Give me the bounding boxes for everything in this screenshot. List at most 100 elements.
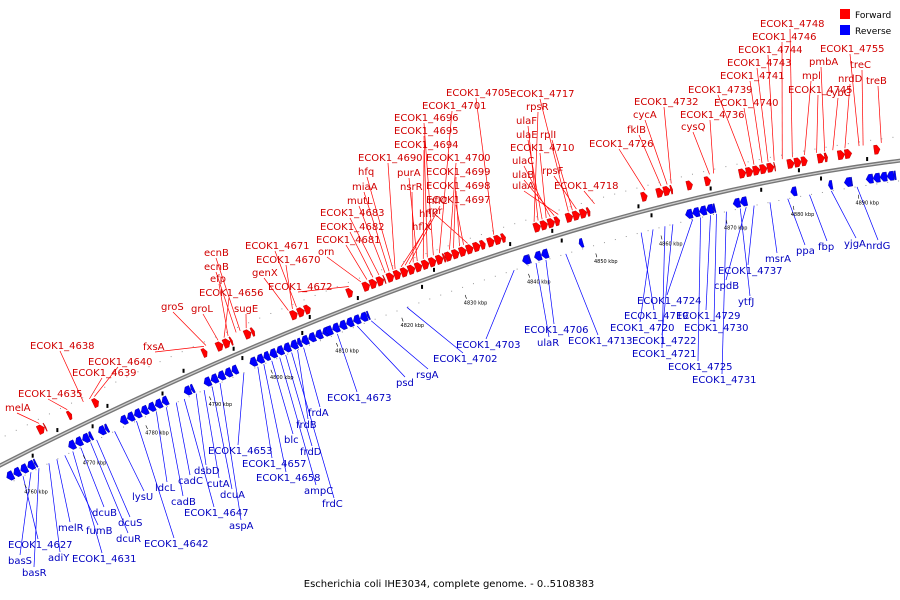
- forward-gene-label[interactable]: nsrR: [400, 182, 423, 193]
- forward-gene-arrow[interactable]: [345, 287, 355, 299]
- reverse-gene-arrow[interactable]: [80, 432, 91, 444]
- forward-gene-arrow[interactable]: [296, 306, 306, 318]
- reverse-gene-label[interactable]: basR: [22, 568, 47, 579]
- reverse-gene-arrow[interactable]: [289, 339, 300, 351]
- forward-gene-label[interactable]: ECOK1_4690: [358, 153, 423, 164]
- forward-gene-label[interactable]: treB: [866, 76, 887, 87]
- forward-gene-label[interactable]: ECOK1_4741: [720, 71, 785, 82]
- reverse-gene-arrow[interactable]: [153, 398, 164, 410]
- reverse-gene-label[interactable]: ECOK1_4731: [692, 375, 757, 386]
- forward-gene-label[interactable]: ulaA: [512, 181, 534, 192]
- reverse-gene-arrow[interactable]: [732, 197, 742, 208]
- reverse-gene-arrow[interactable]: [19, 463, 30, 474]
- reverse-gene-arrow[interactable]: [230, 364, 240, 376]
- forward-gene-arrow[interactable]: [427, 256, 438, 268]
- forward-gene-label[interactable]: pmbA: [809, 57, 838, 68]
- forward-gene-arrow[interactable]: [539, 220, 549, 231]
- forward-gene-label[interactable]: orn: [318, 247, 334, 258]
- reverse-gene-arrow[interactable]: [223, 367, 234, 378]
- forward-gene-arrow[interactable]: [368, 278, 379, 290]
- forward-gene-arrow[interactable]: [532, 222, 542, 233]
- reverse-gene-arrow[interactable]: [202, 376, 213, 388]
- reverse-gene-arrow[interactable]: [865, 173, 874, 184]
- reverse-gene-arrow[interactable]: [359, 311, 369, 323]
- reverse-gene-arrow[interactable]: [118, 414, 129, 426]
- reverse-gene-label[interactable]: frdC: [322, 499, 343, 510]
- forward-gene-label[interactable]: ECOK1_4698: [426, 181, 491, 192]
- forward-gene-arrow[interactable]: [823, 152, 828, 163]
- forward-gene-label[interactable]: fxsA: [143, 342, 165, 353]
- reverse-gene-label[interactable]: dcuR: [116, 534, 141, 545]
- reverse-gene-arrow[interactable]: [5, 470, 16, 482]
- forward-gene-label[interactable]: groL: [191, 304, 213, 315]
- reverse-gene-label[interactable]: ECOK1_4631: [72, 554, 137, 565]
- reverse-gene-arrow[interactable]: [182, 385, 193, 397]
- forward-gene-label[interactable]: efp: [210, 274, 226, 285]
- reverse-gene-label[interactable]: ECOK1_4642: [144, 539, 209, 550]
- forward-gene-label[interactable]: ECOK1_4635: [18, 389, 83, 400]
- forward-gene-arrow[interactable]: [65, 410, 74, 421]
- forward-gene-label[interactable]: ecnB: [204, 248, 229, 259]
- forward-gene-arrow[interactable]: [214, 340, 225, 352]
- forward-gene-label[interactable]: ECOK1_4672: [268, 282, 333, 293]
- reverse-gene-label[interactable]: ampC: [304, 486, 333, 497]
- forward-gene-arrow[interactable]: [303, 304, 312, 315]
- reverse-gene-arrow[interactable]: [540, 248, 550, 260]
- reverse-gene-arrow[interactable]: [872, 172, 881, 183]
- reverse-gene-label[interactable]: ECOK1_4724: [637, 296, 702, 307]
- reverse-gene-label[interactable]: cutA: [207, 479, 230, 490]
- reverse-gene-label[interactable]: ECOK1_4721: [632, 349, 697, 360]
- reverse-gene-arrow[interactable]: [282, 342, 293, 353]
- reverse-gene-arrow[interactable]: [262, 350, 272, 362]
- reverse-gene-arrow[interactable]: [331, 322, 341, 334]
- forward-gene-label[interactable]: ECOK1_4670: [256, 255, 321, 266]
- forward-gene-label[interactable]: rpsF: [542, 166, 564, 177]
- reverse-gene-label[interactable]: psd: [396, 378, 414, 389]
- forward-gene-arrow[interactable]: [745, 167, 754, 178]
- reverse-gene-arrow[interactable]: [739, 196, 749, 207]
- reverse-gene-label[interactable]: ldcL: [155, 483, 176, 494]
- reverse-gene-arrow[interactable]: [345, 316, 355, 328]
- forward-gene-arrow[interactable]: [703, 176, 712, 187]
- forward-gene-arrow[interactable]: [406, 264, 417, 276]
- reverse-gene-label[interactable]: cadB: [171, 497, 196, 508]
- forward-gene-label[interactable]: ECOK1_4746: [752, 32, 817, 43]
- reverse-gene-label[interactable]: dcuB: [92, 508, 117, 519]
- reverse-gene-arrow[interactable]: [248, 356, 259, 368]
- reverse-gene-arrow[interactable]: [12, 466, 23, 478]
- forward-gene-label[interactable]: hfq: [358, 167, 374, 178]
- forward-gene-arrow[interactable]: [221, 337, 232, 349]
- reverse-gene-arrow[interactable]: [879, 171, 888, 182]
- forward-gene-arrow[interactable]: [786, 158, 796, 169]
- reverse-gene-arrow[interactable]: [67, 439, 78, 451]
- reverse-gene-arrow[interactable]: [893, 170, 897, 181]
- forward-gene-label[interactable]: ECOK1_4694: [394, 140, 459, 151]
- forward-gene-label[interactable]: ECOK1_4717: [510, 89, 575, 100]
- forward-gene-label[interactable]: ECOK1_4718: [554, 181, 619, 192]
- forward-gene-label[interactable]: ECOK1_4710: [510, 143, 575, 154]
- reverse-gene-arrow[interactable]: [268, 348, 279, 359]
- reverse-gene-label[interactable]: aspA: [229, 521, 254, 532]
- forward-gene-label[interactable]: ulaB: [512, 170, 534, 181]
- reverse-gene-label[interactable]: melR: [58, 523, 84, 534]
- forward-gene-label[interactable]: cybC: [826, 88, 851, 99]
- reverse-gene-label[interactable]: ECOK1_4657: [242, 459, 307, 470]
- reverse-gene-arrow[interactable]: [103, 423, 111, 433]
- forward-gene-label[interactable]: ECOK1_4745: [788, 85, 853, 96]
- reverse-gene-label[interactable]: basS: [8, 556, 32, 567]
- forward-gene-arrow[interactable]: [42, 422, 48, 432]
- forward-gene-label[interactable]: cycA: [633, 110, 657, 121]
- reverse-gene-arrow[interactable]: [216, 370, 227, 381]
- forward-gene-arrow[interactable]: [382, 274, 387, 284]
- reverse-gene-label[interactable]: ECOK1_4737: [718, 266, 783, 277]
- forward-gene-arrow[interactable]: [564, 212, 574, 223]
- reverse-gene-arrow[interactable]: [521, 254, 531, 266]
- forward-gene-arrow[interactable]: [773, 162, 776, 172]
- reverse-gene-arrow[interactable]: [87, 431, 95, 441]
- forward-gene-arrow[interactable]: [200, 347, 209, 358]
- reverse-gene-label[interactable]: ECOK1_4703: [456, 340, 521, 351]
- reverse-gene-label[interactable]: frdD: [300, 447, 322, 458]
- reverse-gene-label[interactable]: cpdB: [714, 281, 739, 292]
- forward-gene-arrow[interactable]: [669, 184, 674, 195]
- forward-gene-arrow[interactable]: [289, 309, 299, 321]
